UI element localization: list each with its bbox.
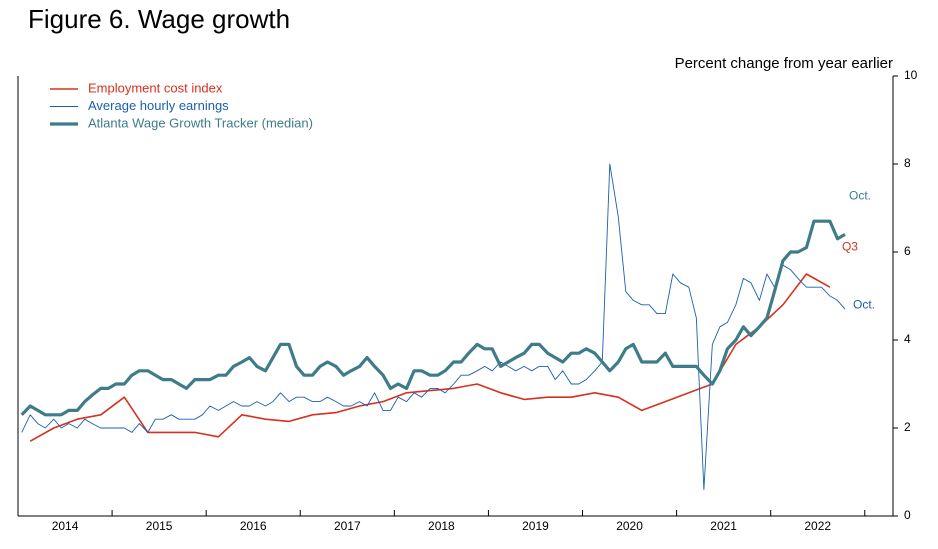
x-tick-label: 2021 (710, 519, 737, 533)
x-tick-label: 2018 (428, 519, 455, 533)
y-axis-label: Percent change from year earlier (675, 55, 893, 72)
end-label: Oct. (849, 189, 871, 203)
series-line (29, 273, 831, 442)
series-line (21, 163, 846, 491)
y-tick-label: 6 (904, 244, 911, 258)
x-tick-label: 2022 (804, 519, 831, 533)
y-tick-label: 10 (904, 68, 918, 82)
end-label: Q3 (842, 239, 858, 253)
legend-label: Employment cost index (88, 80, 223, 95)
y-tick-label: 0 (904, 508, 911, 522)
end-label: Oct. (853, 297, 875, 311)
x-tick-label: 2015 (146, 519, 173, 533)
x-tick-label: 2014 (52, 519, 79, 533)
chart-title: Figure 6. Wage growth (28, 4, 290, 34)
x-tick-label: 2016 (240, 519, 267, 533)
y-tick-label: 8 (904, 156, 911, 170)
legend-label: Average hourly earnings (88, 98, 229, 113)
x-tick-label: 2020 (616, 519, 643, 533)
legend-label: Atlanta Wage Growth Tracker (median) (88, 115, 313, 130)
y-tick-label: 4 (904, 332, 911, 346)
y-tick-label: 2 (904, 420, 911, 434)
x-tick-label: 2017 (334, 519, 361, 533)
x-tick-label: 2019 (522, 519, 549, 533)
series-line (20, 219, 846, 417)
